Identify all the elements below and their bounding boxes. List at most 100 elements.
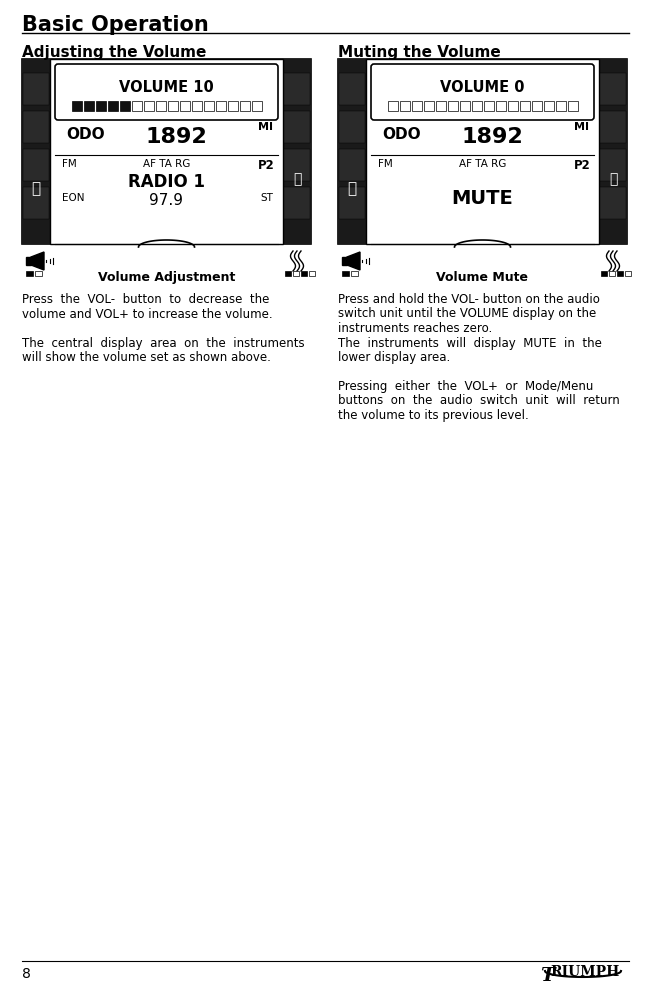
Bar (555, 101, 566, 111)
Bar (600, 73, 626, 105)
Bar (339, 187, 365, 219)
Bar (519, 101, 529, 111)
Bar (568, 101, 577, 111)
Bar (460, 101, 469, 111)
Bar (339, 73, 365, 105)
Text: ODO: ODO (66, 127, 105, 142)
Bar (227, 101, 238, 111)
Polygon shape (347, 252, 360, 270)
Text: P2: P2 (258, 159, 275, 172)
Bar (191, 101, 202, 111)
Bar (471, 101, 482, 111)
Bar (600, 149, 626, 181)
Bar (72, 101, 81, 111)
Bar (342, 271, 349, 276)
Bar (600, 111, 626, 143)
Bar (284, 73, 310, 105)
Bar (240, 101, 249, 111)
Bar (22, 59, 311, 244)
Bar (215, 101, 225, 111)
Bar (107, 101, 117, 111)
Bar (301, 271, 307, 276)
Text: Press and hold the VOL- button on the audio: Press and hold the VOL- button on the au… (338, 293, 600, 306)
Text: Muting the Volume: Muting the Volume (338, 45, 501, 60)
Bar (283, 59, 311, 244)
Bar (601, 271, 607, 276)
Bar (544, 101, 553, 111)
Text: RADIO 1: RADIO 1 (128, 173, 205, 191)
Bar (625, 271, 631, 276)
Bar (251, 101, 262, 111)
Text: T: T (540, 967, 555, 985)
Text: Adjusting the Volume: Adjusting the Volume (22, 45, 206, 60)
Text: lower display area.: lower display area. (338, 351, 450, 364)
Text: The  instruments  will  display  MUTE  in  the: The instruments will display MUTE in the (338, 336, 602, 349)
Bar (143, 101, 154, 111)
Bar (508, 101, 518, 111)
Text: 🌡: 🌡 (609, 172, 617, 186)
Bar (338, 59, 366, 244)
Text: Volume Adjustment: Volume Adjustment (98, 271, 235, 284)
Bar (351, 271, 358, 276)
Bar (284, 111, 310, 143)
Text: RIUMPH: RIUMPH (550, 965, 619, 979)
Text: MUTE: MUTE (452, 189, 514, 208)
Bar (424, 101, 434, 111)
Text: the volume to its previous level.: the volume to its previous level. (338, 409, 529, 422)
Bar (156, 101, 165, 111)
Text: The  central  display  area  on  the  instruments: The central display area on the instrume… (22, 336, 305, 349)
Text: Basic Operation: Basic Operation (22, 15, 209, 35)
Text: Volume Mute: Volume Mute (437, 271, 529, 284)
Text: Pressing  either  the  VOL+  or  Mode/Menu: Pressing either the VOL+ or Mode/Menu (338, 380, 593, 393)
Bar (531, 101, 542, 111)
Bar (338, 59, 627, 244)
Bar (284, 149, 310, 181)
Bar (23, 149, 49, 181)
Bar (284, 187, 310, 219)
Bar (285, 271, 291, 276)
Bar (617, 271, 623, 276)
Bar (447, 101, 458, 111)
Text: ST: ST (260, 193, 273, 203)
Text: ⛽: ⛽ (348, 182, 357, 197)
Bar (96, 101, 105, 111)
Text: volume and VOL+ to increase the volume.: volume and VOL+ to increase the volume. (22, 308, 273, 320)
Bar (339, 111, 365, 143)
Bar (204, 101, 214, 111)
Text: FM: FM (62, 159, 77, 169)
Bar (23, 73, 49, 105)
Text: AF TA RG: AF TA RG (459, 159, 506, 169)
Bar (83, 101, 94, 111)
Text: buttons  on  the  audio  switch  unit  will  return: buttons on the audio switch unit will re… (338, 395, 620, 407)
Bar (600, 187, 626, 219)
Bar (400, 101, 409, 111)
Bar (366, 59, 599, 244)
Text: ODO: ODO (382, 127, 421, 142)
Bar (599, 59, 627, 244)
FancyBboxPatch shape (55, 64, 278, 120)
Polygon shape (342, 257, 347, 265)
Text: AF TA RG: AF TA RG (143, 159, 190, 169)
Polygon shape (31, 252, 44, 270)
Bar (293, 271, 299, 276)
Text: MI: MI (258, 122, 273, 132)
Text: ⛽: ⛽ (31, 182, 40, 197)
Text: switch unit until the VOLUME display on the: switch unit until the VOLUME display on … (338, 308, 596, 320)
Bar (609, 271, 615, 276)
Bar (120, 101, 130, 111)
Bar (180, 101, 189, 111)
Bar (484, 101, 493, 111)
Text: instruments reaches zero.: instruments reaches zero. (338, 322, 492, 335)
Text: 1892: 1892 (146, 127, 208, 147)
Text: P2: P2 (574, 159, 591, 172)
Bar (26, 271, 33, 276)
Bar (50, 59, 283, 244)
Bar (309, 271, 315, 276)
Bar (411, 101, 421, 111)
FancyBboxPatch shape (371, 64, 594, 120)
Text: VOLUME 10: VOLUME 10 (119, 80, 214, 95)
Text: 🌡: 🌡 (293, 172, 301, 186)
Text: 97.9: 97.9 (150, 193, 184, 208)
Bar (339, 149, 365, 181)
Text: will show the volume set as shown above.: will show the volume set as shown above. (22, 351, 271, 364)
